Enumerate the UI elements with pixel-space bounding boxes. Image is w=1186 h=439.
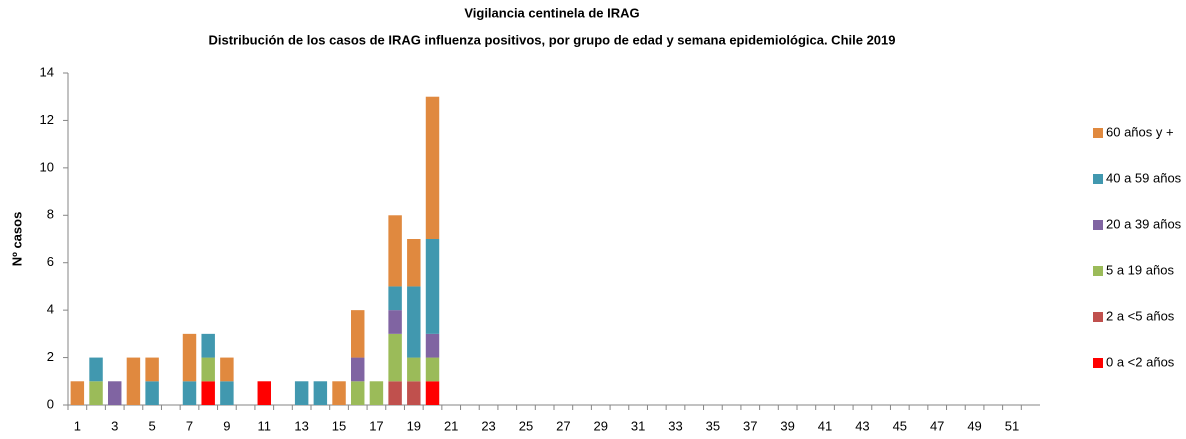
bar-segment	[332, 381, 346, 405]
legend-swatch	[1093, 174, 1103, 184]
x-tick-label: 23	[481, 418, 495, 433]
bar-segment	[351, 310, 365, 358]
chart-title: Vigilancia centinela de IRAG	[464, 5, 639, 20]
x-tick-label: 17	[369, 418, 383, 433]
bar-segment	[182, 333, 197, 382]
y-axis-label: Nº casos	[9, 212, 24, 267]
bar-segment	[201, 381, 215, 405]
bar-segment	[145, 381, 159, 405]
legend-swatch	[1093, 266, 1103, 276]
x-tick-label: 13	[294, 418, 308, 433]
x-tick-label: 47	[930, 418, 944, 433]
y-tick-label: 2	[47, 349, 54, 364]
x-tick-label: 27	[556, 418, 570, 433]
y-tick-label: 14	[40, 64, 54, 79]
x-tick-label: 39	[780, 418, 794, 433]
bar-segment	[425, 96, 440, 239]
bar-segment	[407, 286, 421, 358]
y-tick-label: 4	[47, 302, 54, 317]
bar-segment	[145, 357, 159, 382]
x-tick-label: 5	[148, 418, 155, 433]
bar-segment	[201, 333, 215, 358]
bar-segment	[220, 381, 234, 405]
legend-label: 0 a <2 años	[1106, 354, 1175, 369]
bar-segment	[89, 357, 103, 382]
bar-segment	[351, 357, 365, 382]
bar-segment	[89, 381, 103, 405]
bar-segment	[407, 239, 421, 287]
x-tick-label: 43	[855, 418, 869, 433]
bar-segment	[182, 381, 197, 405]
bar-segment	[294, 381, 309, 405]
legend-swatch	[1093, 312, 1103, 322]
y-tick-label: 6	[47, 254, 54, 269]
bar-segment	[388, 381, 402, 405]
y-tick-label: 8	[47, 207, 54, 222]
x-tick-label: 15	[332, 418, 346, 433]
bar-segment	[388, 333, 402, 382]
bar-segment	[407, 381, 421, 405]
bar-segment	[313, 381, 328, 405]
bar-segment	[407, 357, 421, 382]
legend-label: 5 a 19 años	[1106, 262, 1174, 277]
bar-segment	[425, 357, 440, 382]
x-tick-label: 1	[74, 418, 81, 433]
x-tick-label: 41	[818, 418, 832, 433]
legend-label: 40 a 59 años	[1106, 170, 1182, 185]
legend-swatch	[1093, 358, 1103, 368]
x-tick-label: 35	[706, 418, 720, 433]
x-tick-label: 21	[444, 418, 458, 433]
bar-segment	[388, 286, 402, 311]
y-tick-label: 12	[40, 112, 54, 127]
bar-segment	[369, 381, 384, 405]
legend-label: 2 a <5 años	[1106, 308, 1175, 323]
bar-segment	[388, 215, 402, 287]
x-tick-label: 33	[668, 418, 682, 433]
bar-segment	[425, 239, 440, 334]
bar-segment	[70, 381, 85, 405]
x-tick-label: 3	[111, 418, 118, 433]
x-tick-label: 9	[223, 418, 230, 433]
chart-subtitle: Distribución de los casos de IRAG influe…	[209, 32, 896, 47]
legend-label: 20 a 39 años	[1106, 216, 1182, 231]
x-tick-label: 11	[258, 418, 272, 433]
bar-segment	[425, 333, 440, 358]
x-tick-label: 45	[893, 418, 907, 433]
bar-segment	[257, 381, 271, 405]
x-tick-label: 37	[743, 418, 757, 433]
x-tick-label: 49	[967, 418, 981, 433]
legend-swatch	[1093, 220, 1103, 230]
x-tick-label: 25	[519, 418, 533, 433]
bar-segment	[388, 310, 402, 334]
x-tick-label: 31	[631, 418, 645, 433]
x-tick-label: 29	[593, 418, 607, 433]
bar-segment	[220, 357, 234, 382]
x-tick-label: 7	[186, 418, 193, 433]
y-tick-label: 0	[47, 396, 54, 411]
x-tick-label: 19	[407, 418, 421, 433]
bar-segment	[425, 381, 440, 405]
bar-segment	[126, 357, 141, 405]
y-tick-label: 10	[40, 159, 54, 174]
bar-segment	[351, 381, 365, 405]
bar-segment	[108, 381, 122, 405]
legend-label: 60 años y +	[1106, 124, 1174, 139]
bar-segment	[201, 357, 215, 382]
x-tick-label: 51	[1005, 418, 1019, 433]
legend-swatch	[1093, 128, 1103, 138]
